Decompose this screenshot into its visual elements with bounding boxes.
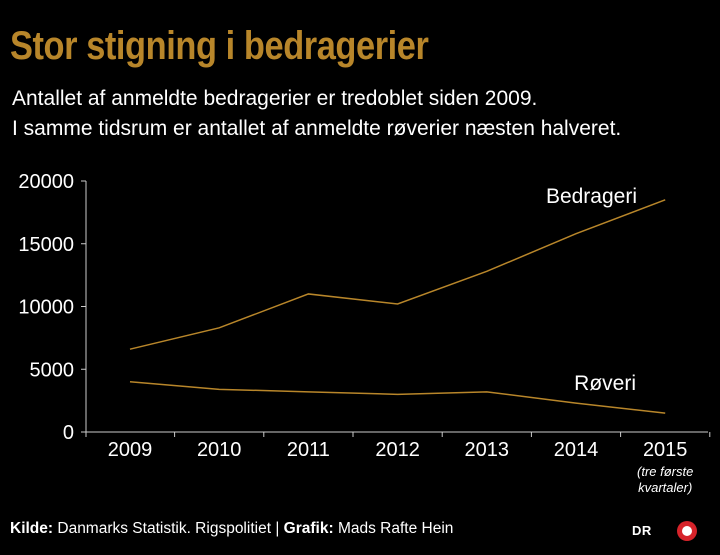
x-category-note: kvartaler) <box>638 480 692 495</box>
graphic-text: Mads Rafte Hein <box>337 520 454 537</box>
x-tick-label: 2011 <box>287 439 330 461</box>
line-chart: 0 5000 10000 15000 20000 2009 2010 2011 2012 2013… <box>18 171 711 495</box>
source-label: Kilde: <box>10 520 54 537</box>
chart-subtitle: Antallet af anmeldte bedragerier er tred… <box>12 84 621 144</box>
chart-title: Stor stigning i bedragerier <box>10 24 429 68</box>
footer-credits: Kilde: Danmarks Statistik. Rigspolitiet … <box>10 520 453 538</box>
y-tick-label: 5000 <box>30 359 75 381</box>
y-tick-label: 0 <box>63 422 74 444</box>
y-tick-label: 20000 <box>18 171 74 193</box>
x-tick-label: 2009 <box>108 439 153 461</box>
graphic-label: Grafik: <box>283 520 334 537</box>
x-tick-label: 2013 <box>465 439 510 461</box>
dr-logo: DR <box>632 520 712 544</box>
x-tick-label: 2010 <box>197 439 242 461</box>
x-tick-label: 2012 <box>375 439 420 461</box>
subtitle-line-2: I samme tidsrum er antallet af anmeldte … <box>12 117 622 140</box>
footer-separator: | <box>275 520 280 537</box>
y-tick-label: 10000 <box>18 297 74 319</box>
x-category-note: (tre første <box>637 464 693 479</box>
x-tick-label: 2014 <box>554 439 599 461</box>
dr-logo-text: DR <box>632 523 652 538</box>
series-label-roveri: Røveri <box>574 372 636 395</box>
y-tick-label: 15000 <box>18 234 74 256</box>
subtitle-line-1: Antallet af anmeldte bedragerier er tred… <box>12 87 538 110</box>
dr-logo-icon <box>677 521 697 541</box>
series-line-bedrageri <box>129 199 666 350</box>
source-text: Danmarks Statistik. Rigspolitiet <box>57 520 271 537</box>
series-label-bedrageri: Bedrageri <box>546 185 637 208</box>
x-tick-label: 2015 <box>643 439 688 461</box>
